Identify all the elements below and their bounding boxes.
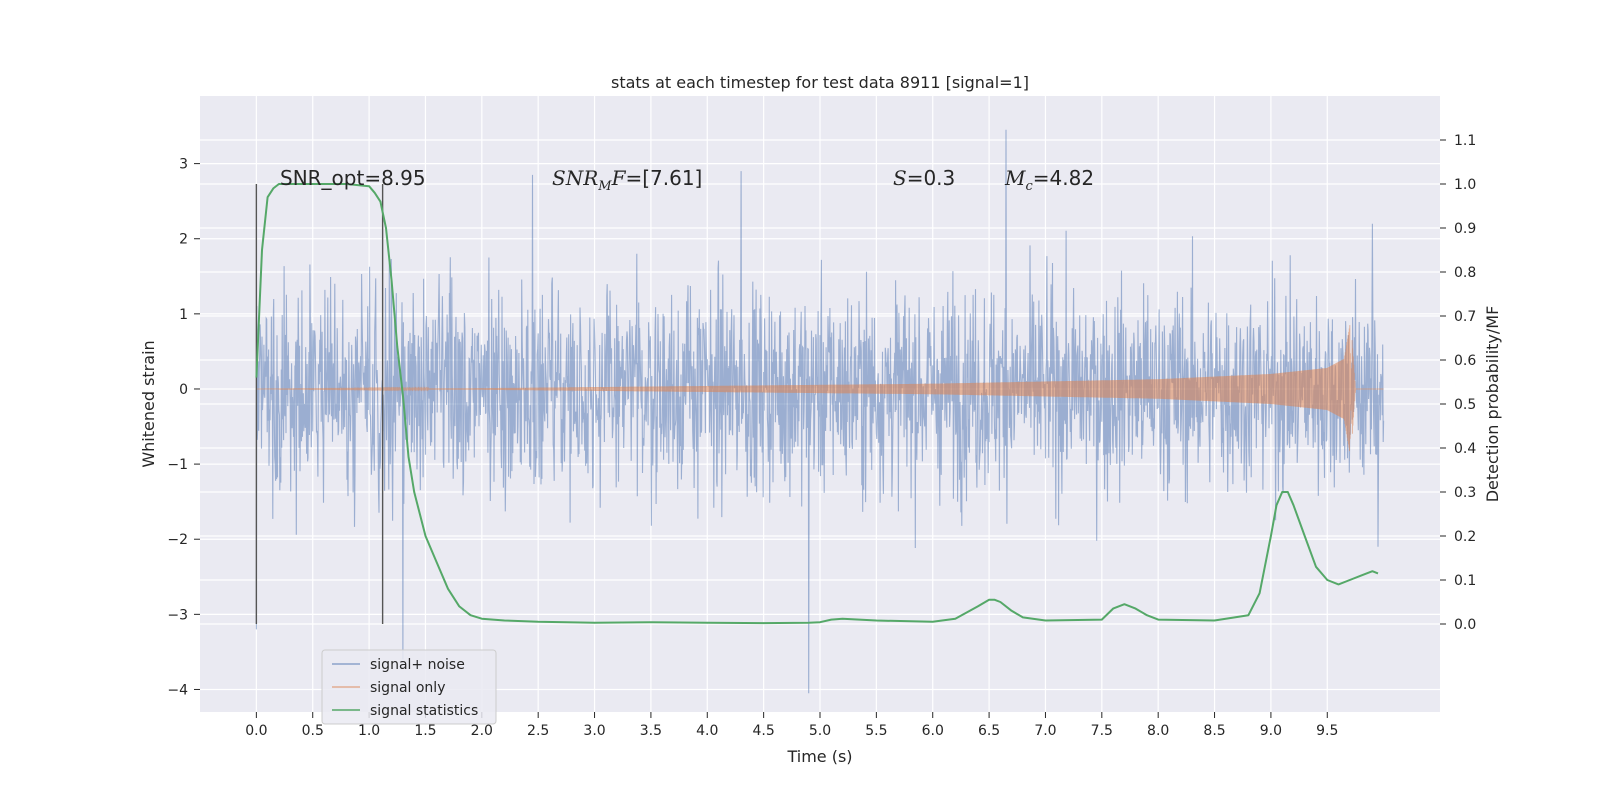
series-signal-statistics <box>255 183 1379 625</box>
x-tick-label: 0.5 <box>302 723 324 739</box>
x-axis-label: Time (s) <box>786 747 852 766</box>
y2-tick-label: 0.6 <box>1454 353 1476 369</box>
annotation-mc-sub: c <box>1025 179 1033 194</box>
series-signal-only <box>256 325 1384 452</box>
annotation-snr-mf-value: =[7.61] <box>625 166 702 190</box>
y-tick-label: −4 <box>167 682 188 698</box>
y2-tick-label: 0.5 <box>1454 397 1476 413</box>
y-tick-label: 1 <box>179 307 188 323</box>
y-tick-label: 3 <box>179 157 188 173</box>
annotation-s-var: S <box>893 166 907 190</box>
signal-statistics-line <box>255 183 1379 625</box>
y2-tick-label: 0.0 <box>1454 617 1476 633</box>
y-tick-label: 2 <box>179 232 188 248</box>
annotation-mc: Mc=4.82 <box>1004 166 1094 194</box>
legend-label-signal-statistics: signal statistics <box>370 703 478 719</box>
annotation-mc-value: =4.82 <box>1033 166 1094 190</box>
x-tick-label: 8.0 <box>1147 723 1169 739</box>
y-tick-label: −2 <box>167 532 188 548</box>
annotation-snr-mf-sub: M <box>597 179 612 194</box>
y2-tick-labels: 1.1 1.0 0.9 0.8 0.7 0.6 0.5 0.4 0.3 0.2 0.1 0.0 <box>1440 133 1476 633</box>
annotation-snr-mf-var: SNR <box>552 166 598 190</box>
x-tick-label: 8.5 <box>1203 723 1225 739</box>
signal-only-line <box>256 325 1384 452</box>
legend-box <box>321 649 497 725</box>
y2-tick-label: 0.8 <box>1454 265 1476 281</box>
y-tick-label: 0 <box>179 382 188 398</box>
y-tick-label: −3 <box>167 607 188 623</box>
chart-title: stats at each timestep for test data 891… <box>611 73 1029 92</box>
x-tick-label: 0.0 <box>245 723 267 739</box>
y2-tick-label: 0.1 <box>1454 573 1476 589</box>
x-tick-label: 4.0 <box>696 723 718 739</box>
y-axis-label: Whitened strain <box>139 340 158 467</box>
x-tick-label: 9.5 <box>1316 723 1338 739</box>
y2-tick-label: 1.0 <box>1454 177 1476 193</box>
x-tick-label: 1.0 <box>358 723 380 739</box>
y2-axis-label: Detection probability/MF <box>1483 306 1502 503</box>
annotation-s: S=0.3 <box>893 166 955 190</box>
legend: signal+ noise signal only signal statist… <box>321 649 497 725</box>
x-tick-label: 9.0 <box>1260 723 1282 739</box>
y-tick-labels: 3 2 1 0 −1 −2 −3 −4 <box>167 157 200 698</box>
y2-tick-label: 0.2 <box>1454 529 1476 545</box>
y2-tick-label: 0.4 <box>1454 441 1476 457</box>
annotation-snr-mf-var2: F <box>611 166 627 190</box>
x-tick-label: 3.5 <box>640 723 662 739</box>
x-tick-label: 7.0 <box>1034 723 1056 739</box>
y-tick-label: −1 <box>167 457 188 473</box>
x-tick-label: 3.0 <box>583 723 605 739</box>
x-tick-label: 5.0 <box>809 723 831 739</box>
x-tick-label: 5.5 <box>865 723 887 739</box>
annotation-mc-var: M <box>1004 166 1026 190</box>
y2-tick-label: 0.7 <box>1454 309 1476 325</box>
annotation-snr-opt: SNR_opt=8.95 <box>280 166 426 190</box>
x-tick-label: 1.5 <box>414 723 436 739</box>
y2-tick-label: 0.9 <box>1454 221 1476 237</box>
x-tick-label: 2.0 <box>471 723 493 739</box>
annotation-snr-mf: SNRMF=[7.61] <box>552 166 702 194</box>
x-tick-labels: 0.0 0.5 1.0 1.5 2.0 2.5 3.0 3.5 4.0 4.5 5.0 5.5 6.0 6… <box>245 712 1338 739</box>
legend-label-signal-only: signal only <box>370 680 445 696</box>
annotation-s-value: =0.3 <box>907 166 956 190</box>
y2-tick-label: 1.1 <box>1454 133 1476 149</box>
x-tick-label: 2.5 <box>527 723 549 739</box>
x-tick-label: 7.5 <box>1091 723 1113 739</box>
x-tick-label: 6.5 <box>978 723 1000 739</box>
legend-label-signal-plus-noise: signal+ noise <box>370 657 465 673</box>
x-tick-label: 6.0 <box>922 723 944 739</box>
x-tick-label: 4.5 <box>753 723 775 739</box>
vertical-markers <box>255 184 384 624</box>
y2-tick-label: 0.3 <box>1454 485 1476 501</box>
